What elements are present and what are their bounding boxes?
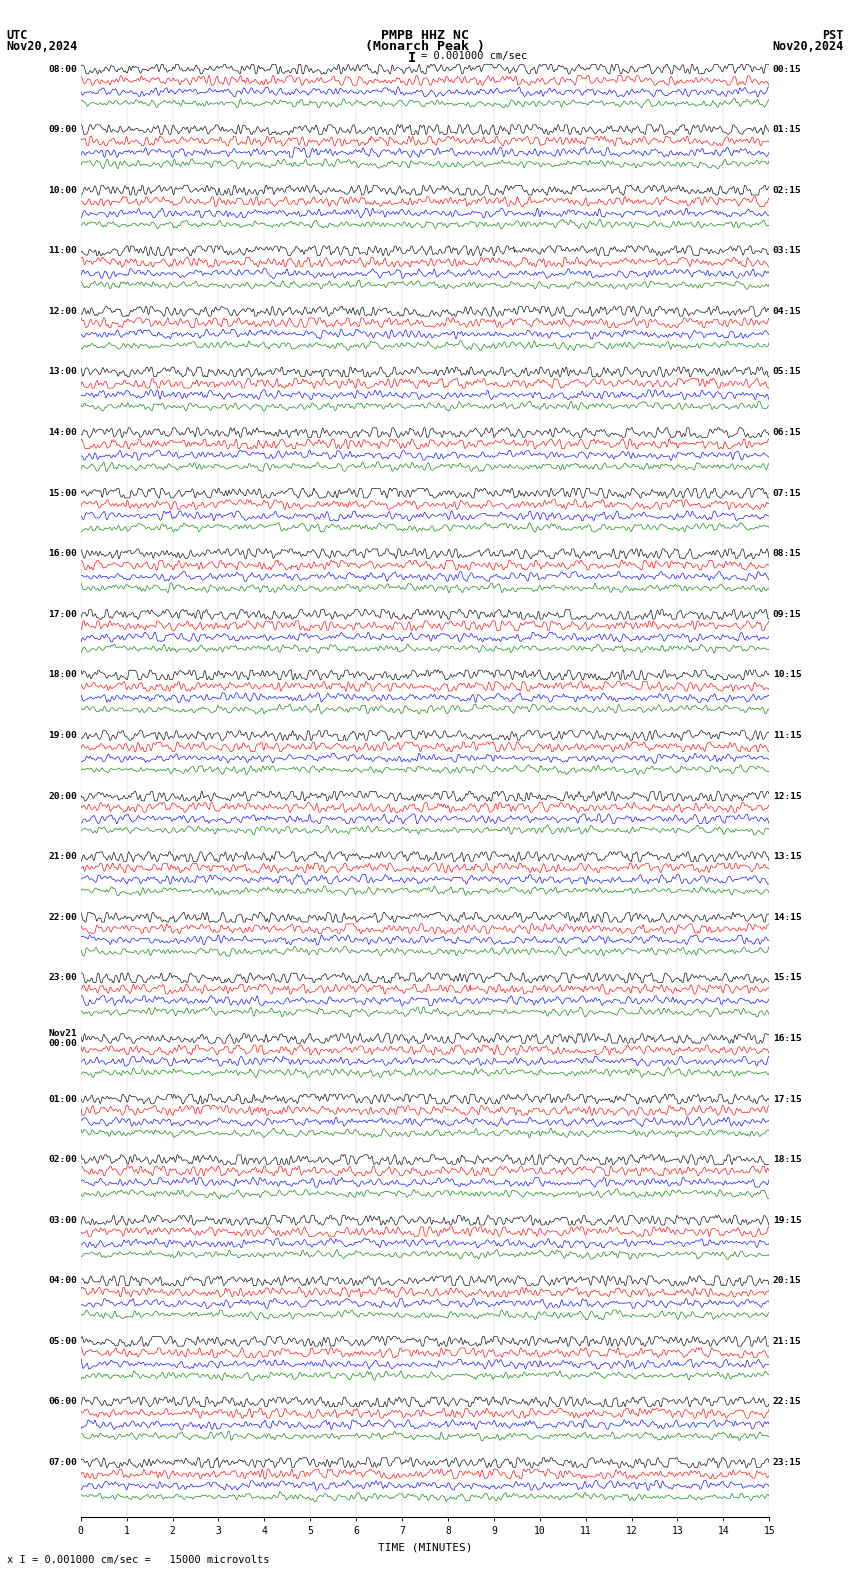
Text: 13:00: 13:00 (48, 367, 77, 377)
Text: 04:00: 04:00 (48, 1277, 77, 1285)
Text: 19:00: 19:00 (48, 730, 77, 740)
Text: 20:15: 20:15 (773, 1277, 802, 1285)
Text: 20:00: 20:00 (48, 792, 77, 800)
Text: = 0.001000 cm/sec: = 0.001000 cm/sec (421, 51, 527, 62)
Text: Nov20,2024: Nov20,2024 (772, 40, 843, 54)
Text: 07:00: 07:00 (48, 1457, 77, 1467)
Text: UTC: UTC (7, 29, 28, 43)
Text: Nov20,2024: Nov20,2024 (7, 40, 78, 54)
Text: 10:00: 10:00 (48, 185, 77, 195)
Text: 01:15: 01:15 (773, 125, 802, 135)
Text: x I = 0.001000 cm/sec =   15000 microvolts: x I = 0.001000 cm/sec = 15000 microvolts (7, 1555, 269, 1565)
Text: 17:00: 17:00 (48, 610, 77, 619)
Text: 09:00: 09:00 (48, 125, 77, 135)
Text: 13:15: 13:15 (773, 852, 802, 862)
Text: 14:15: 14:15 (773, 912, 802, 922)
Text: 17:15: 17:15 (773, 1095, 802, 1104)
Text: 06:15: 06:15 (773, 428, 802, 437)
Text: 07:15: 07:15 (773, 488, 802, 497)
Text: 08:15: 08:15 (773, 550, 802, 558)
Text: 01:00: 01:00 (48, 1095, 77, 1104)
Text: 02:00: 02:00 (48, 1155, 77, 1164)
Text: 21:15: 21:15 (773, 1337, 802, 1346)
Text: (Monarch Peak ): (Monarch Peak ) (365, 40, 485, 54)
Text: 05:15: 05:15 (773, 367, 802, 377)
Text: 11:15: 11:15 (773, 730, 802, 740)
Text: 23:15: 23:15 (773, 1457, 802, 1467)
Text: 16:15: 16:15 (773, 1034, 802, 1042)
Text: 18:15: 18:15 (773, 1155, 802, 1164)
Text: 05:00: 05:00 (48, 1337, 77, 1346)
Text: 02:15: 02:15 (773, 185, 802, 195)
Text: 23:00: 23:00 (48, 973, 77, 982)
X-axis label: TIME (MINUTES): TIME (MINUTES) (377, 1543, 473, 1552)
Text: 22:15: 22:15 (773, 1397, 802, 1407)
Text: 06:00: 06:00 (48, 1397, 77, 1407)
Text: Nov21
00:00: Nov21 00:00 (48, 1028, 77, 1049)
Text: 03:15: 03:15 (773, 246, 802, 255)
Text: 19:15: 19:15 (773, 1215, 802, 1224)
Text: 22:00: 22:00 (48, 912, 77, 922)
Text: 11:00: 11:00 (48, 246, 77, 255)
Text: 15:15: 15:15 (773, 973, 802, 982)
Text: PMPB HHZ NC: PMPB HHZ NC (381, 29, 469, 43)
Text: 00:15: 00:15 (773, 65, 802, 73)
Text: 21:00: 21:00 (48, 852, 77, 862)
Text: 12:15: 12:15 (773, 792, 802, 800)
Text: 10:15: 10:15 (773, 670, 802, 680)
Text: 18:00: 18:00 (48, 670, 77, 680)
Text: 16:00: 16:00 (48, 550, 77, 558)
Text: I: I (408, 51, 416, 65)
Text: 08:00: 08:00 (48, 65, 77, 73)
Text: 03:00: 03:00 (48, 1215, 77, 1224)
Text: 04:15: 04:15 (773, 307, 802, 315)
Text: 14:00: 14:00 (48, 428, 77, 437)
Text: 12:00: 12:00 (48, 307, 77, 315)
Text: PST: PST (822, 29, 843, 43)
Text: 09:15: 09:15 (773, 610, 802, 619)
Text: 15:00: 15:00 (48, 488, 77, 497)
